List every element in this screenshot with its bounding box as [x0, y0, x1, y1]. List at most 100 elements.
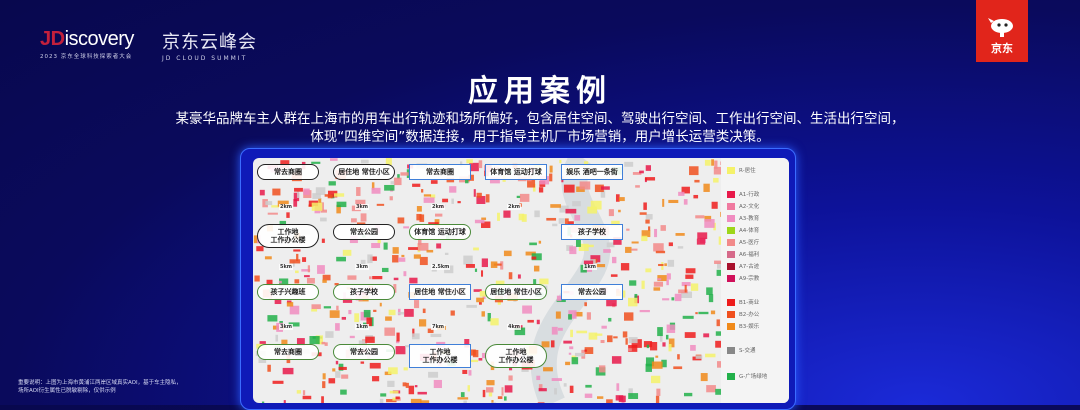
aoi-block [517, 274, 521, 279]
aoi-block [384, 371, 392, 376]
legend-label: S-交通 [739, 348, 756, 354]
aoi-block [556, 295, 562, 302]
aoi-block [508, 375, 513, 381]
aoi-block [342, 297, 353, 303]
map-callout: 工作地 工作办公楼 [485, 344, 547, 368]
aoi-block [383, 242, 388, 250]
aoi-block [653, 287, 661, 291]
aoi-block [655, 250, 666, 254]
aoi-block [279, 220, 287, 227]
aoi-block [571, 357, 579, 365]
aoi-block [668, 199, 679, 204]
aoi-block [480, 221, 491, 228]
map-callout: 工作地 工作办公楼 [257, 224, 319, 248]
aoi-block [413, 254, 421, 259]
description-line: 体现“四维空间”数据连接，用于指导主机厂市场营销，用户增长运营类决策。 [310, 129, 770, 145]
aoi-block [286, 302, 294, 307]
river [530, 158, 611, 403]
aoi-block [493, 263, 502, 266]
aoi-block [705, 353, 716, 358]
aoi-block [703, 183, 710, 192]
aoi-block [668, 344, 672, 352]
aoi-block [516, 195, 521, 199]
aoi-block [482, 389, 486, 398]
aoi-block [519, 193, 530, 202]
aoi-block [704, 215, 712, 222]
aoi-block [533, 265, 540, 272]
aoi-block [518, 213, 525, 221]
aoi-block [309, 336, 320, 345]
legend-label: A1-行政 [739, 192, 760, 198]
aoi-block [657, 275, 667, 282]
legend-swatch [727, 322, 735, 330]
aoi-block [296, 253, 299, 262]
summit-logo: 京东云峰会 JD CLOUD SUMMIT [162, 28, 257, 62]
aoi-block [622, 331, 628, 338]
aoi-block [600, 186, 610, 190]
aoi-block [600, 339, 605, 344]
aoi-block [261, 401, 265, 403]
map-panel: R-居住 A1-行政 A2-文化 A3-教育 A4-体育 A5-医疗 A6-福利 A7-古迹 A… [240, 148, 796, 410]
aoi-block [716, 319, 720, 327]
aoi-block [427, 328, 434, 334]
aoi-block [684, 392, 693, 397]
aoi-block [267, 315, 278, 322]
aoi-block [423, 197, 435, 203]
aoi-block [706, 287, 713, 295]
aoi-block [703, 333, 710, 338]
legend-swatch [727, 262, 735, 270]
aoi-block [397, 311, 405, 315]
aoi-block [590, 255, 601, 263]
aoi-block [704, 159, 711, 166]
aoi-block [417, 242, 429, 251]
aoi-block [320, 217, 327, 222]
aoi-block [666, 324, 676, 333]
aoi-block [684, 284, 687, 293]
aoi-block [356, 222, 366, 225]
legend-item: A5-医疗 [727, 238, 759, 246]
legend-label: B2-办公 [739, 312, 760, 318]
aoi-block [534, 210, 540, 218]
aoi-block [403, 367, 408, 371]
aoi-block [481, 311, 485, 317]
aoi-block [563, 340, 572, 344]
aoi-block [259, 341, 266, 344]
aoi-block [258, 357, 267, 363]
aoi-block [306, 277, 315, 284]
aoi-block [645, 268, 652, 273]
map-callout: 常去公园 [561, 284, 623, 300]
aoi-block [662, 298, 670, 301]
aoi-block [271, 205, 281, 208]
aoi-block [335, 323, 340, 331]
aoi-block [681, 282, 691, 287]
aoi-block [262, 199, 268, 208]
aoi-block [389, 196, 393, 201]
legend-item: B1-商业 [727, 298, 759, 306]
aoi-block [650, 342, 658, 351]
logo-prefix: JD [40, 28, 65, 50]
aoi-block [667, 259, 675, 267]
aoi-block [711, 201, 718, 209]
aoi-block [713, 166, 725, 175]
aoi-block [463, 255, 473, 265]
aoi-block [379, 302, 382, 307]
aoi-block [380, 393, 387, 397]
aoi-block [522, 305, 532, 314]
aoi-block [563, 383, 567, 387]
aoi-block [681, 291, 693, 298]
aoi-block [302, 390, 306, 396]
aoi-block [588, 332, 598, 340]
aoi-map: R-居住 A1-行政 A2-文化 A3-教育 A4-体育 A5-医疗 A6-福利 A7-古迹 A… [253, 158, 789, 403]
distance-label: 3km [355, 204, 370, 210]
aoi-block [668, 338, 675, 348]
aoi-block [559, 159, 562, 164]
aoi-block [693, 194, 699, 199]
aoi-block [274, 298, 282, 305]
aoi-block [586, 312, 591, 320]
aoi-block [674, 293, 682, 302]
aoi-block [384, 184, 395, 191]
aoi-block [574, 352, 585, 357]
aoi-block [584, 347, 594, 354]
aoi-block [478, 358, 483, 361]
aoi-block [481, 217, 487, 221]
